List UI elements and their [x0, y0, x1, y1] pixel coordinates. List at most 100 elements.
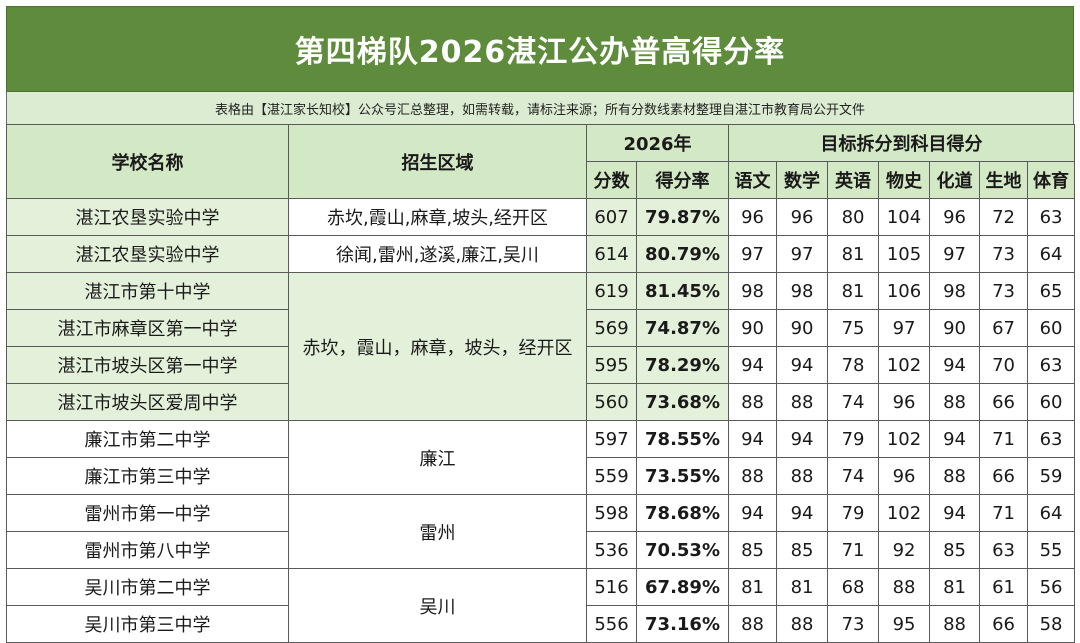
subject-score: 94: [728, 346, 778, 384]
subject-score: 104: [878, 198, 931, 236]
table-row: 吴川市第三中学 556 73.16% 88 88 73 95 88 66 58: [6, 605, 1076, 643]
subject-score: 64: [1027, 494, 1076, 532]
subject-score: 55: [1027, 531, 1076, 569]
subject-score: 96: [776, 198, 829, 236]
subject-header: 物史: [878, 161, 931, 199]
score-cell: 559: [586, 457, 637, 495]
subject-score: 66: [979, 457, 1029, 495]
school-name: 湛江市麻章区第一中学: [6, 309, 289, 347]
subject-score: 66: [979, 383, 1029, 421]
subject-target-header: 目标拆分到科目得分: [728, 124, 1076, 162]
subject-score: 106: [878, 272, 931, 310]
source-note: 表格由【湛江家长知校】公众号汇总整理，如需转载，请标注来源；所有分数线素材整理自…: [6, 92, 1074, 124]
school-name: 湛江市坡头区第一中学: [6, 346, 289, 384]
rate-cell: 78.29%: [635, 346, 730, 384]
table-row: 湛江市坡头区第一中学 595 78.29% 94 94 78 102 94 70…: [6, 346, 1076, 384]
subject-score: 73: [979, 235, 1029, 273]
subject-score: 88: [728, 605, 778, 643]
subject-score: 94: [776, 346, 829, 384]
subject-score: 88: [929, 383, 981, 421]
subject-score: 85: [776, 531, 829, 569]
subject-score: 102: [878, 494, 931, 532]
subject-score: 59: [1027, 457, 1076, 495]
school-header: 学校名称: [6, 124, 289, 199]
score-cell: 560: [586, 383, 637, 421]
subject-header: 英语: [827, 161, 880, 199]
subject-score: 97: [728, 235, 778, 273]
subject-score: 94: [929, 346, 981, 384]
school-name: 吴川市第二中学: [6, 568, 289, 606]
subject-score: 65: [1027, 272, 1076, 310]
subject-score: 98: [728, 272, 778, 310]
rate-cell: 73.68%: [635, 383, 730, 421]
subject-score: 68: [827, 568, 880, 606]
subject-score: 71: [979, 420, 1029, 458]
region-header: 招生区域: [288, 124, 587, 199]
subject-score: 96: [728, 198, 778, 236]
subject-score: 81: [929, 568, 981, 606]
region-cell: 吴川: [288, 568, 587, 643]
score-cell: 536: [586, 531, 637, 569]
header-row-top: 学校名称 招生区域 2026年 目标拆分到科目得分: [6, 124, 1076, 199]
region-cell: 赤坎，霞山，麻章，坡头，经开区: [288, 272, 587, 421]
subject-score: 74: [827, 457, 880, 495]
score-cell: 619: [586, 272, 637, 310]
subject-score: 90: [929, 309, 981, 347]
subject-score: 74: [827, 383, 880, 421]
table-row: 湛江市第十中学 赤坎，霞山，麻章，坡头，经开区 619 81.45% 98 98…: [6, 272, 1076, 421]
subject-score: 61: [979, 568, 1029, 606]
subject-score: 88: [929, 605, 981, 643]
rate-cell: 67.89%: [635, 568, 730, 606]
rate-cell: 78.55%: [635, 420, 730, 458]
table-row: 廉江市第三中学 559 73.55% 88 88 74 96 88 66 59: [6, 457, 1076, 495]
subject-score: 90: [776, 309, 829, 347]
table-row: 湛江市坡头区爱周中学 560 73.68% 88 88 74 96 88 66 …: [6, 383, 1076, 421]
school-name: 廉江市第三中学: [6, 457, 289, 495]
sheet-title: 第四梯队2026湛江公办普高得分率: [6, 6, 1074, 92]
rate-cell: 79.87%: [635, 198, 730, 236]
rate-cell: 70.53%: [635, 531, 730, 569]
rate-cell: 73.16%: [635, 605, 730, 643]
subject-score: 94: [776, 420, 829, 458]
rate-header: 得分率: [635, 161, 730, 199]
region-cell: 廉江: [288, 420, 587, 495]
subject-score: 80: [827, 198, 880, 236]
score-header: 分数: [586, 161, 637, 199]
subject-score: 92: [878, 531, 931, 569]
subject-score: 88: [728, 457, 778, 495]
subject-score: 58: [1027, 605, 1076, 643]
header-row-sub: 分数 得分率 语文 数学 英语 物史 化道 生地 体育: [7, 161, 1076, 199]
subject-score: 81: [776, 568, 829, 606]
subject-score: 81: [728, 568, 778, 606]
subject-score: 64: [1027, 235, 1076, 273]
subject-score: 63: [1027, 420, 1076, 458]
subject-score: 98: [776, 272, 829, 310]
subject-score: 105: [878, 235, 931, 273]
region-cell: 雷州: [288, 494, 587, 569]
subject-score: 73: [827, 605, 880, 643]
table-row: 雷州市第八中学 536 70.53% 85 85 71 92 85 63 55: [6, 531, 1076, 569]
subject-score: 81: [827, 272, 880, 310]
region-cell: 赤坎,霞山,麻章,坡头,经开区: [288, 198, 587, 236]
table-row: 廉江市第二中学 廉江 597 78.55% 94 94 79 102 94 71…: [6, 420, 1076, 495]
school-name: 湛江市坡头区爱周中学: [6, 383, 289, 421]
subject-score: 67: [979, 309, 1029, 347]
subject-score: 60: [1027, 383, 1076, 421]
subject-score: 63: [979, 531, 1029, 569]
table-row: 湛江农垦实验中学 徐闻,雷州,遂溪,廉江,吴川 614 80.79% 97 97…: [6, 235, 1076, 273]
score-cell: 607: [586, 198, 637, 236]
subject-score: 90: [728, 309, 778, 347]
subject-score: 88: [776, 383, 829, 421]
subject-score: 102: [878, 420, 931, 458]
year-header: 2026年: [585, 124, 730, 162]
score-cell: 569: [586, 309, 637, 347]
subject-header: 化道: [929, 161, 981, 199]
rate-cell: 78.68%: [635, 494, 730, 532]
subject-score: 94: [776, 494, 829, 532]
subject-score: 95: [878, 605, 931, 643]
subject-score: 71: [979, 494, 1029, 532]
subject-score: 78: [827, 346, 880, 384]
table-row: 吴川市第二中学 吴川 516 67.89% 81 81 68 88 81 61 …: [6, 568, 1076, 643]
subject-score: 88: [728, 383, 778, 421]
